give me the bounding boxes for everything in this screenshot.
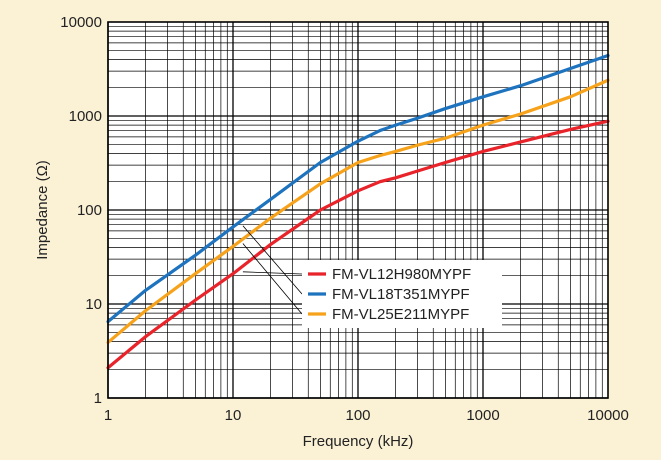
series-line-3 [106, 78, 610, 345]
y-tick-labels: 1 10 100 1000 10000 [60, 14, 102, 407]
legend-leader-1 [242, 271, 303, 275]
legend-label-2: FM-VL18T351MYPF [332, 286, 470, 303]
x-tick-label: 10 [225, 407, 242, 424]
x-tick-labels: 1 10 100 1000 10000 [104, 407, 629, 424]
legend: FM-VL12H980MYPF FM-VL18T351MYPF FM-VL25E21… [302, 260, 502, 328]
x-tick-label: 100 [345, 407, 370, 424]
y-tick-label: 10 [85, 296, 102, 313]
x-tick-label: 10000 [587, 407, 629, 424]
legend-box [302, 260, 502, 328]
x-axis-title: Frequency (kHz) [303, 433, 414, 450]
legend-label-1: FM-VL12H980MYPF [332, 266, 471, 283]
y-tick-label: 1000 [69, 108, 102, 125]
legend-leader-3 [242, 243, 303, 315]
y-axis-title: Impedance (Ω) [34, 160, 51, 260]
legend-leader-2 [242, 225, 303, 295]
series-line-1 [106, 119, 610, 370]
y-tick-label: 10000 [60, 14, 102, 31]
x-tick-label: 1 [104, 407, 112, 424]
x-tick-label: 1000 [466, 407, 499, 424]
series-line-2 [106, 53, 610, 324]
plot-frame [107, 21, 609, 399]
y-tick-label: 1 [94, 390, 102, 407]
legend-label-3: FM-VL25E211MYPF [332, 306, 469, 323]
series-layer [106, 53, 610, 370]
y-tick-label: 100 [77, 202, 102, 219]
legend-leader-lines [242, 225, 303, 315]
